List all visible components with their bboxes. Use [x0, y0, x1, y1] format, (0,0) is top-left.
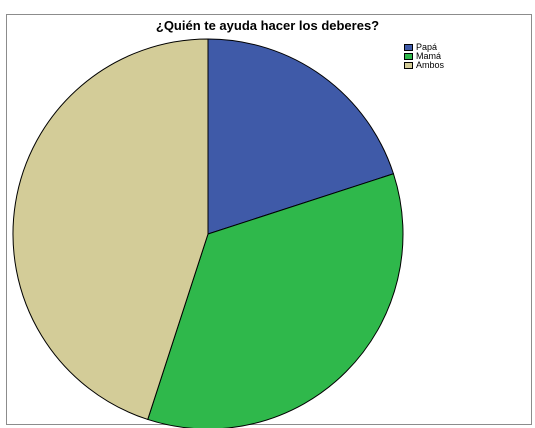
- pie-slice-ambos: [12, 38, 209, 421]
- legend-label-papa: Papá: [416, 42, 438, 52]
- pie-slice-mama: [147, 173, 404, 428]
- legend-swatch-papa: [404, 44, 413, 51]
- legend-swatch-mama: [404, 53, 413, 60]
- legend-swatch-ambos: [404, 62, 413, 69]
- pie-slice-papa: [207, 38, 395, 235]
- legend-label-ambos: Ambos: [416, 60, 445, 70]
- legend-item-ambos: Ambos: [404, 61, 444, 70]
- legend: Papá Mamá Ambos: [404, 43, 444, 70]
- legend-item-mama: Mamá: [404, 52, 444, 61]
- chart-title: ¿Quién te ayuda hacer los deberes?: [155, 18, 380, 33]
- legend-item-papa: Papá: [404, 43, 444, 52]
- legend-label-mama: Mamá: [416, 51, 442, 61]
